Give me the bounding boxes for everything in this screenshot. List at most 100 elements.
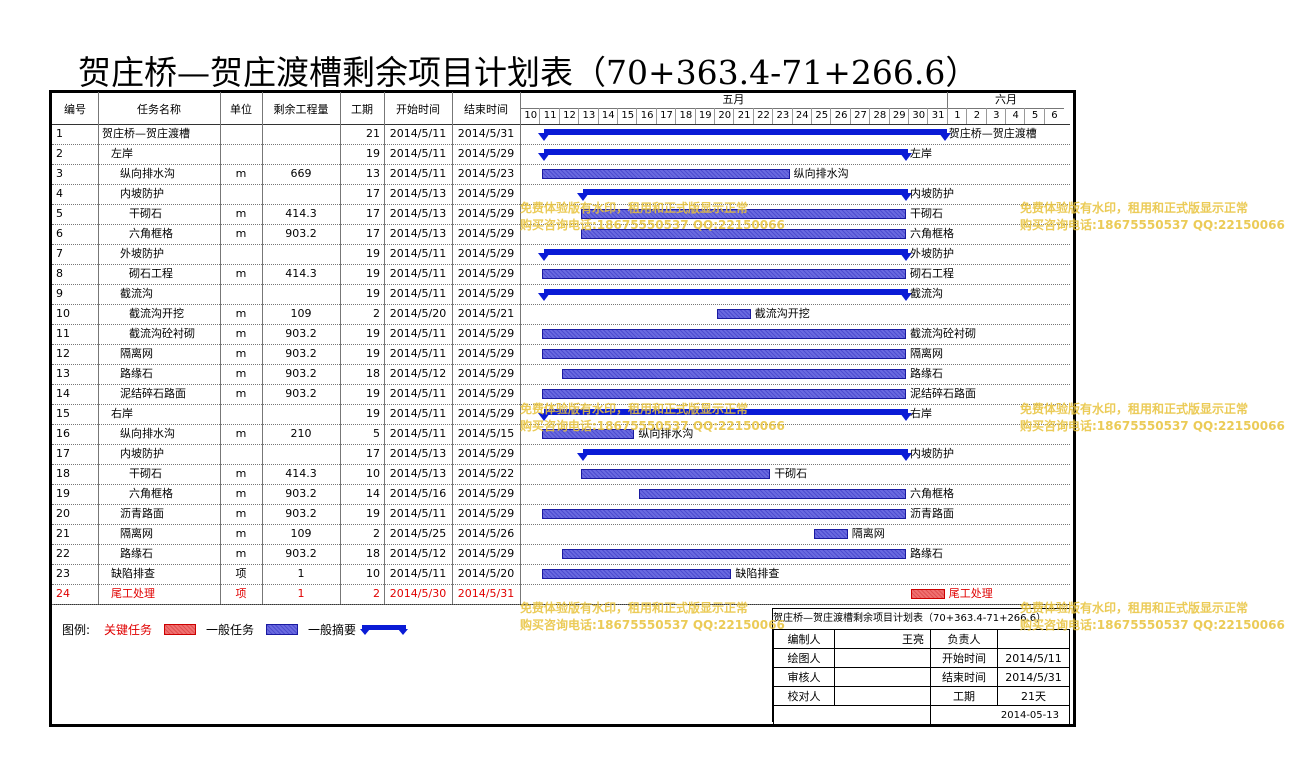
day-divider bbox=[772, 108, 774, 124]
cell-dur: 19 bbox=[366, 507, 380, 520]
task-bar bbox=[542, 429, 635, 439]
cell-dur: 19 bbox=[366, 267, 380, 280]
cell-start: 2014/5/13 bbox=[389, 187, 447, 200]
cell-end: 2014/5/29 bbox=[457, 387, 515, 400]
cell-dur: 19 bbox=[366, 247, 380, 260]
task-bar bbox=[542, 169, 790, 179]
day-divider bbox=[636, 108, 638, 124]
cell-dur: 17 bbox=[366, 207, 380, 220]
day-header: 11 bbox=[539, 108, 559, 124]
checker-label: 校对人 bbox=[773, 686, 835, 706]
cell-start: 2014/5/11 bbox=[389, 567, 447, 580]
cell-end: 2014/5/29 bbox=[457, 507, 515, 520]
cell-qty: 1 bbox=[297, 587, 305, 600]
cell-qty: 414.3 bbox=[285, 207, 317, 220]
cell-id: 22 bbox=[56, 547, 70, 560]
col-divider bbox=[262, 92, 263, 604]
cell-end: 2014/5/15 bbox=[457, 427, 515, 440]
bar-label: 干砌石 bbox=[910, 207, 943, 220]
cell-unit: m bbox=[235, 327, 247, 340]
cell-unit: m bbox=[235, 427, 247, 440]
cell-name: 缺陷排查 bbox=[111, 567, 155, 580]
cell-end: 2014/5/29 bbox=[457, 287, 515, 300]
bar-label: 外坡防护 bbox=[910, 247, 954, 260]
cell-qty: 1 bbox=[297, 567, 305, 580]
cell-id: 11 bbox=[56, 327, 70, 340]
summary-bar bbox=[544, 409, 908, 415]
end-label: 结束时间 bbox=[930, 667, 998, 687]
col-divider bbox=[98, 92, 99, 604]
cell-id: 23 bbox=[56, 567, 70, 580]
cell-name: 六角框格 bbox=[129, 487, 173, 500]
legend-critical-label: 关键任务 bbox=[104, 623, 153, 637]
cell-end: 2014/5/22 bbox=[457, 467, 515, 480]
task-bar bbox=[542, 509, 906, 519]
cell-end: 2014/5/26 bbox=[457, 527, 515, 540]
day-divider bbox=[558, 108, 560, 124]
task-bar bbox=[542, 329, 906, 339]
cell-id: 19 bbox=[56, 487, 70, 500]
day-divider bbox=[675, 108, 677, 124]
cell-qty: 109 bbox=[290, 307, 312, 320]
cell-start: 2014/5/25 bbox=[389, 527, 447, 540]
header-name: 任务名称 bbox=[98, 92, 221, 128]
day-divider bbox=[966, 108, 968, 124]
task-bar bbox=[581, 209, 906, 219]
summary-bar bbox=[544, 129, 947, 135]
day-header: 17 bbox=[655, 108, 676, 124]
row-divider bbox=[52, 264, 1070, 265]
end-value: 2014/5/31 bbox=[997, 667, 1070, 687]
cell-end: 2014/5/29 bbox=[457, 367, 515, 380]
bar-label: 左岸 bbox=[910, 147, 932, 160]
cell-unit: m bbox=[235, 467, 247, 480]
cell-start: 2014/5/11 bbox=[389, 347, 447, 360]
cell-qty: 903.2 bbox=[285, 487, 317, 500]
cell-unit: m bbox=[235, 547, 247, 560]
bar-label: 截流沟 bbox=[910, 287, 943, 300]
bar-label: 内坡防护 bbox=[910, 187, 954, 200]
legend-summary-swatch bbox=[362, 625, 406, 630]
task-bar bbox=[542, 349, 906, 359]
bar-label: 截流沟开挖 bbox=[754, 307, 810, 320]
bar-label: 干砌石 bbox=[774, 467, 808, 480]
cell-qty: 903.2 bbox=[285, 327, 317, 340]
cell-end: 2014/5/21 bbox=[457, 307, 515, 320]
cell-dur: 14 bbox=[366, 487, 380, 500]
cell-name: 截流沟砼衬砌 bbox=[129, 327, 195, 340]
cell-id: 20 bbox=[56, 507, 70, 520]
cell-dur: 19 bbox=[366, 287, 380, 300]
legend-label: 图例: bbox=[62, 623, 91, 637]
cell-unit: m bbox=[235, 227, 247, 240]
bar-label: 六角框格 bbox=[910, 227, 954, 240]
cell-start: 2014/5/11 bbox=[389, 327, 447, 340]
cell-end: 2014/5/29 bbox=[457, 347, 515, 360]
cell-name: 沥青路面 bbox=[120, 507, 164, 520]
cell-end: 2014/5/23 bbox=[457, 167, 515, 180]
legend-normal-swatch bbox=[266, 624, 298, 635]
bar-label: 缺陷排查 bbox=[735, 567, 780, 580]
reviewer-label: 审核人 bbox=[773, 667, 835, 687]
editor-value: 王亮 bbox=[834, 629, 931, 649]
day-divider bbox=[811, 108, 812, 124]
summary-start-marker bbox=[538, 153, 551, 161]
summary-bar bbox=[583, 449, 908, 455]
cell-name: 左岸 bbox=[111, 147, 133, 160]
cell-unit: m bbox=[235, 527, 247, 540]
row-divider bbox=[52, 204, 1070, 205]
row-divider bbox=[52, 284, 1070, 285]
checker-value bbox=[834, 686, 931, 706]
row-divider bbox=[52, 224, 1070, 225]
cell-name: 内坡防护 bbox=[120, 187, 164, 200]
cell-dur: 10 bbox=[366, 467, 380, 480]
day-header: 6 bbox=[1043, 108, 1064, 124]
day-divider bbox=[869, 108, 871, 124]
day-header: 16 bbox=[636, 108, 656, 124]
day-divider bbox=[1043, 108, 1045, 124]
cell-unit: m bbox=[235, 307, 247, 320]
cell-id: 3 bbox=[56, 167, 63, 180]
bar-label: 泥结碎石路面 bbox=[910, 387, 976, 400]
bar-label: 沥青路面 bbox=[910, 507, 954, 520]
cell-end: 2014/5/29 bbox=[457, 187, 515, 200]
task-bar bbox=[561, 549, 906, 559]
cell-name: 右岸 bbox=[111, 407, 133, 420]
